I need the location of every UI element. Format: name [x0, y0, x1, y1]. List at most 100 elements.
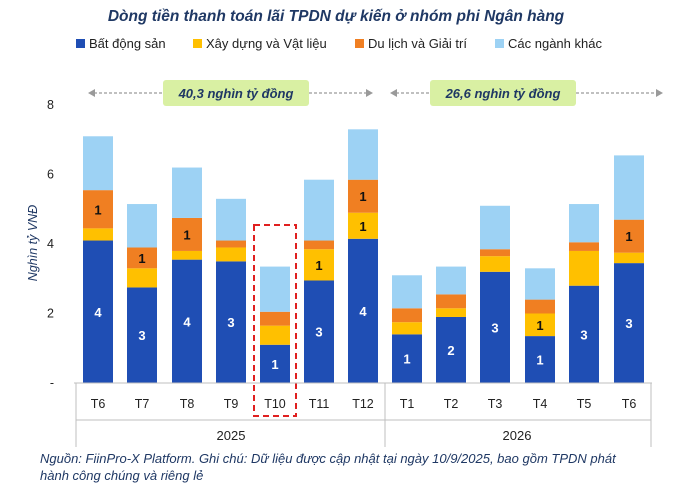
bar-segment: [569, 250, 599, 286]
bar-segment: [392, 308, 422, 323]
legend-swatch: [495, 39, 504, 48]
bar-segment: [260, 325, 290, 345]
x-tick-label: T6: [622, 397, 637, 411]
bar-segment: [436, 266, 466, 295]
y-tick-label: 2: [47, 307, 54, 321]
bar-segment: [614, 155, 644, 220]
legend-label: Xây dựng và Vật liệu: [206, 36, 327, 51]
y-axis-label: Nghìn tỷ VNĐ: [26, 205, 40, 281]
period-arrow-left: [88, 89, 95, 97]
x-tick-label: T9: [224, 397, 239, 411]
bar-data-label: 3: [580, 327, 587, 342]
x-tick-label: T11: [309, 397, 330, 411]
bar-data-label: 4: [183, 314, 191, 329]
bar-data-label: 1: [536, 318, 543, 333]
chart-title: Dòng tiền thanh toán lãi TPDN dự kiến ở …: [108, 8, 565, 25]
bar-data-label: 3: [315, 325, 322, 340]
bar-segment: [83, 136, 113, 191]
bar-segment: [348, 238, 378, 383]
y-tick-label: -: [50, 376, 54, 390]
bar-data-label: 1: [625, 229, 632, 244]
bar-segment: [392, 334, 422, 383]
bar-segment: [127, 268, 157, 288]
bar-data-label: 1: [315, 258, 322, 273]
bar-segment: [525, 268, 555, 300]
x-tick-label: T7: [135, 397, 150, 411]
highlight-box: [253, 224, 297, 417]
y-tick-label: 6: [47, 168, 54, 182]
legend-swatch: [355, 39, 364, 48]
bar-data-label: 3: [138, 328, 145, 343]
bar-segment: [614, 252, 644, 264]
x-tick-label: T5: [577, 397, 592, 411]
legend-swatch: [193, 39, 202, 48]
bar-segment: [480, 271, 510, 383]
bar-segment: [172, 250, 202, 260]
bar-segment: [260, 344, 290, 383]
bar-segment: [614, 263, 644, 383]
bar-segment: [172, 167, 202, 218]
x-tick-label: T10: [264, 397, 286, 411]
bar-segment: [304, 249, 334, 281]
bar-segment: [172, 217, 202, 251]
bar-segment: [304, 179, 334, 241]
x-tick-label: T2: [444, 397, 459, 411]
bar-segment: [304, 280, 334, 383]
bar-segment: [348, 212, 378, 239]
x-axis: T6 T7 T8 T9 T10 T11 T12 T1 T2 T3 T4 T5 T6 2025 2026: [74, 382, 652, 447]
bar-segment: [569, 285, 599, 383]
bar-segment: [614, 219, 644, 253]
bars: 4 1 3 1 4 1 3 1 3 1 4 1 1 1 2 3 1 1 3 3 1: [83, 129, 644, 417]
x-group-label: 2026: [503, 428, 532, 443]
bar-segment: [216, 247, 246, 262]
legend-label: Bất động sản: [89, 36, 166, 51]
bar-segment: [348, 129, 378, 180]
bar-segment: [304, 240, 334, 250]
x-tick-label: T8: [180, 397, 195, 411]
bar-data-label: 2: [447, 343, 454, 358]
bar-segment: [260, 266, 290, 312]
x-tick-label: T6: [91, 397, 106, 411]
bar-data-label: 3: [491, 320, 498, 335]
period-arrow-right: [656, 89, 663, 97]
bar-segment: [525, 299, 555, 314]
bar-segment: [569, 242, 599, 251]
bar-segment: [216, 240, 246, 248]
period-arrow-left: [390, 89, 397, 97]
bar-data-label: 1: [359, 189, 366, 204]
period-total-label: 26,6 nghìn tỷ đồng: [445, 86, 561, 101]
legend-swatch: [76, 39, 85, 48]
x-tick-label: T12: [352, 397, 374, 411]
x-group-label: 2025: [217, 428, 246, 443]
x-tick-label: T3: [488, 397, 503, 411]
bar-segment: [83, 190, 113, 229]
bar-data-label: 3: [625, 316, 632, 331]
period-total-box: [430, 80, 576, 106]
bar-segment: [392, 322, 422, 335]
bar-data-label: 4: [359, 304, 367, 319]
bar-segment: [480, 256, 510, 272]
bar-data-label: 4: [94, 305, 102, 320]
chart: Dòng tiền thanh toán lãi TPDN dự kiến ở …: [26, 8, 663, 447]
y-axis-ticks: - 2 4 6 8: [47, 98, 54, 390]
bar-segment: [436, 294, 466, 309]
bar-segment: [127, 247, 157, 269]
bar-segment: [525, 336, 555, 383]
x-tick-label: T1: [400, 397, 415, 411]
bar-segment: [480, 205, 510, 250]
bar-segment: [127, 287, 157, 383]
bar-segment: [436, 316, 466, 383]
bar-segment: [392, 275, 422, 309]
period-totals: 40,3 nghìn tỷ đồng 26,6 nghìn tỷ đồng: [88, 80, 663, 106]
bar-segment: [348, 179, 378, 213]
bar-data-label: 1: [183, 227, 190, 242]
bar-segment: [172, 259, 202, 383]
legend-label: Du lịch và Giải trí: [368, 36, 467, 51]
period-total-box: [163, 80, 309, 106]
y-tick-label: 4: [47, 237, 54, 251]
bar-data-label: 1: [94, 202, 101, 217]
source-note: Nguồn: FiinPro-X Platform. Ghi chú: Dữ l…: [40, 451, 616, 483]
bar-segment: [216, 261, 246, 383]
bar-segment: [436, 308, 466, 317]
legend-label: Các ngành khác: [508, 36, 602, 51]
